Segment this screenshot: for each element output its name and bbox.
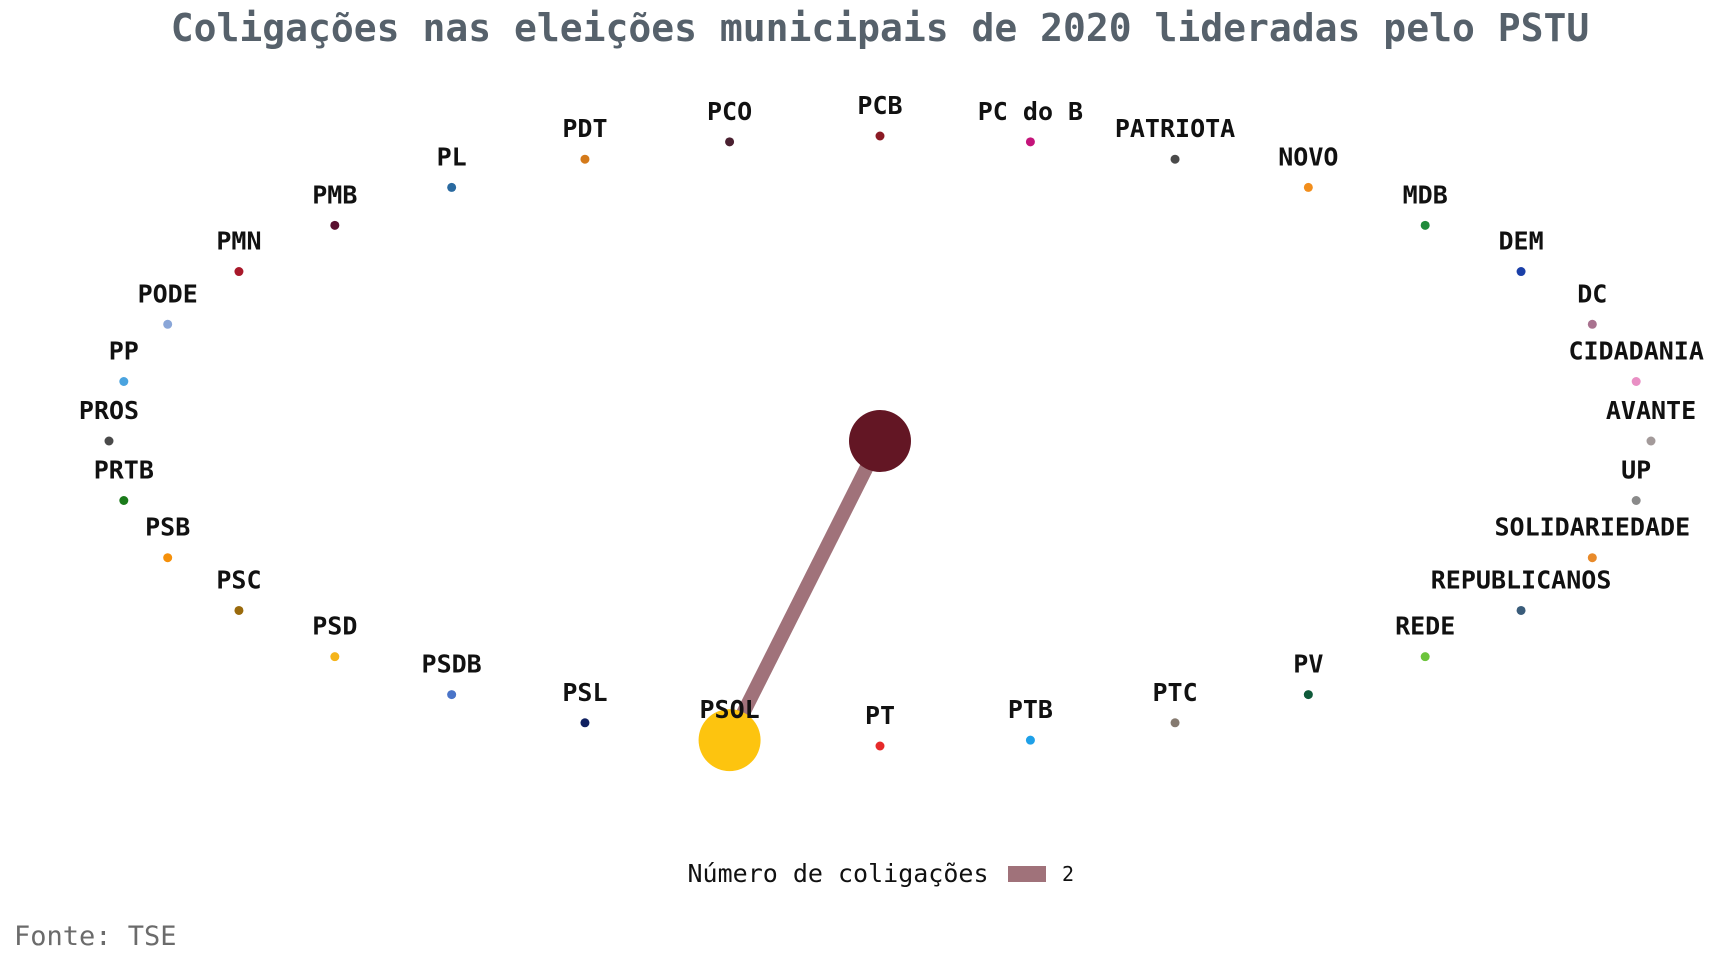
node-label-pros: PROS	[79, 396, 139, 425]
node-ptb	[1025, 735, 1035, 745]
node-psd	[330, 652, 340, 662]
node-mdb	[1420, 220, 1430, 230]
node-label-ptb: PTB	[1008, 695, 1053, 724]
node-label-pmb: PMB	[312, 180, 357, 209]
node-label-pp: PP	[109, 336, 139, 365]
node-pv	[1303, 690, 1313, 700]
source-note: Fonte: TSE	[14, 921, 177, 952]
node-label-ptc: PTC	[1152, 678, 1197, 707]
node-up	[1631, 496, 1641, 506]
legend: Número de coligações 2	[687, 859, 1074, 888]
node-label-psb: PSB	[145, 513, 190, 542]
node-solidariedade	[1587, 553, 1597, 563]
node-pc-do-b	[1025, 137, 1035, 147]
node-label-avante: AVANTE	[1606, 396, 1696, 425]
node-label-pv: PV	[1293, 650, 1323, 679]
node-label-psdb: PSDB	[422, 650, 482, 679]
nodes-layer	[104, 131, 1656, 772]
node-label-psc: PSC	[216, 565, 261, 594]
node-pstu	[849, 410, 911, 472]
node-psdb	[447, 690, 457, 700]
chart-title: Coligações nas eleições municipais de 20…	[171, 6, 1589, 50]
edges-layer	[723, 437, 887, 744]
node-label-psol: PSOL	[699, 695, 759, 724]
node-label-pode: PODE	[138, 279, 198, 308]
node-pmn	[234, 267, 244, 277]
node-psl	[580, 718, 590, 728]
node-label-pl: PL	[437, 142, 467, 171]
node-label-dem: DEM	[1498, 227, 1543, 256]
node-dc	[1587, 319, 1597, 329]
node-cidadania	[1631, 376, 1641, 386]
node-avante	[1646, 436, 1656, 446]
node-republicanos	[1516, 605, 1526, 615]
node-psc	[234, 605, 244, 615]
node-pcb	[875, 131, 885, 141]
legend-title: Número de coligações	[687, 859, 988, 888]
node-label-solidariedade: SOLIDARIEDADE	[1494, 513, 1690, 542]
node-novo	[1303, 182, 1313, 192]
node-label-psl: PSL	[562, 678, 607, 707]
node-label-pt: PT	[865, 701, 895, 730]
node-label-psd: PSD	[312, 612, 357, 641]
node-label-pco: PCO	[707, 97, 752, 126]
node-rede	[1420, 652, 1430, 662]
node-dem	[1516, 267, 1526, 277]
node-label-rede: REDE	[1395, 612, 1455, 641]
node-psb	[163, 553, 173, 563]
node-patriota	[1170, 154, 1180, 164]
legend-swatch	[1008, 866, 1046, 882]
node-pdt	[580, 154, 590, 164]
node-label-cidadania: CIDADANIA	[1568, 336, 1703, 365]
node-pt	[875, 741, 885, 751]
edge-pstu-psol	[723, 437, 887, 744]
node-pl	[447, 182, 457, 192]
node-label-novo: NOVO	[1278, 142, 1338, 171]
node-label-pmn: PMN	[216, 227, 261, 256]
node-label-dc: DC	[1577, 279, 1607, 308]
node-psol	[698, 709, 761, 772]
node-ptc	[1170, 718, 1180, 728]
node-label-republicanos: REPUBLICANOS	[1431, 565, 1612, 594]
node-label-up: UP	[1621, 456, 1651, 485]
node-label-mdb: MDB	[1403, 180, 1448, 209]
node-pode	[163, 319, 173, 329]
node-label-pdt: PDT	[562, 114, 607, 143]
node-label-prtb: PRTB	[94, 456, 154, 485]
node-pros	[104, 436, 114, 446]
node-pp	[119, 376, 129, 386]
labels-layer: PCB PC do B PATRIOTA NOVO MDB DEM DC CIDADANIA A…	[79, 91, 1704, 730]
node-label-pc-do-b: PC do B	[978, 97, 1083, 126]
node-label-patriota: PATRIOTA	[1115, 114, 1235, 143]
node-pco	[725, 137, 735, 147]
node-label-pcb: PCB	[857, 91, 902, 120]
node-prtb	[119, 496, 129, 506]
legend-value: 2	[1062, 862, 1074, 886]
node-pmb	[330, 220, 340, 230]
